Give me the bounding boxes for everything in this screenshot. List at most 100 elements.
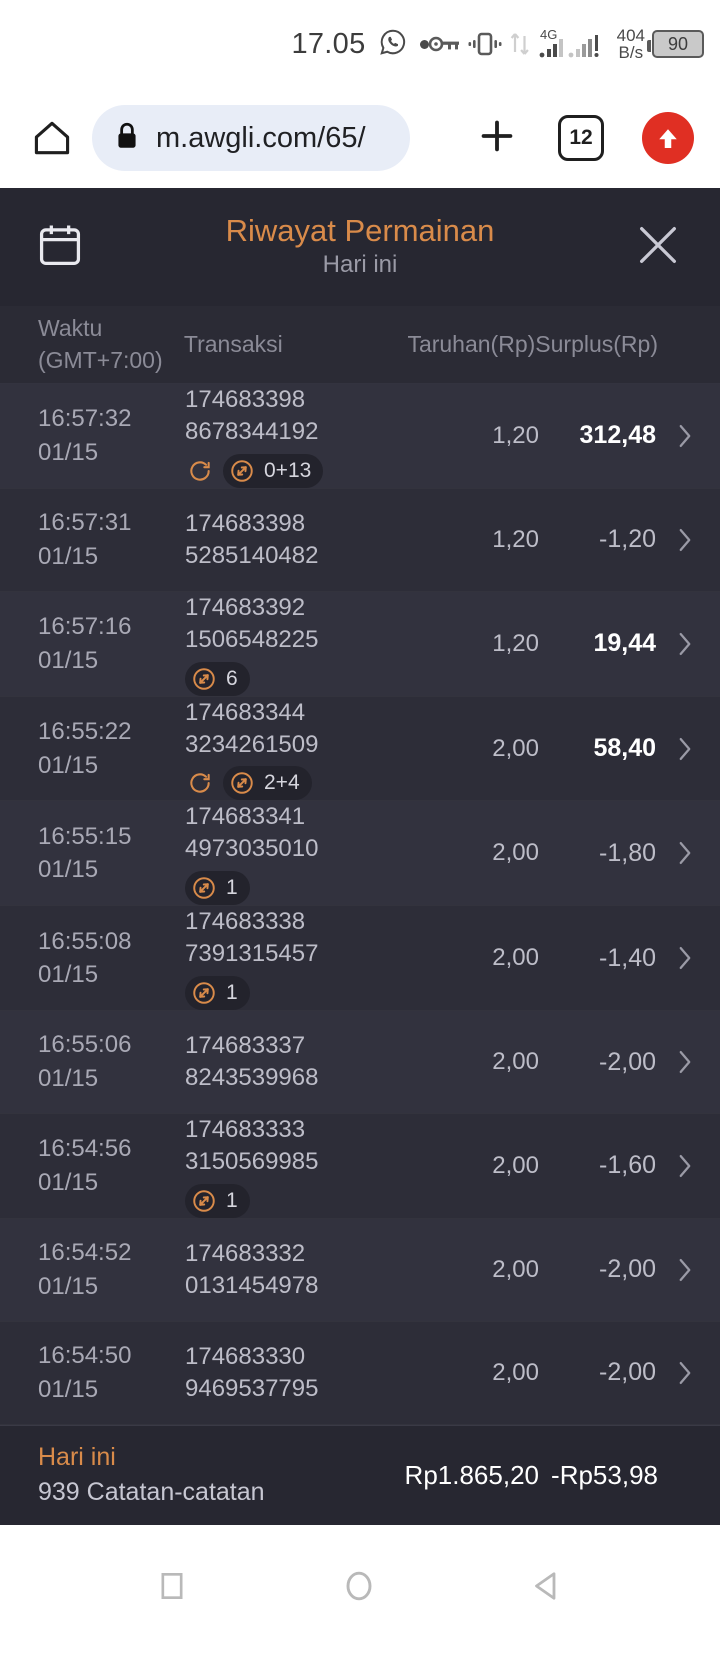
row-bet: 2,00 bbox=[492, 944, 539, 972]
row-time-value: 16:54:52 bbox=[38, 1239, 132, 1267]
tab-count-button[interactable]: 12 bbox=[558, 115, 604, 161]
chevron-right-icon[interactable] bbox=[674, 1149, 696, 1183]
update-arrow-icon[interactable] bbox=[642, 112, 694, 164]
row-bet: 2,00 bbox=[492, 734, 539, 762]
chevron-right-icon[interactable] bbox=[674, 627, 696, 661]
summary-total-surplus: -Rp53,98 bbox=[551, 1459, 658, 1490]
toolbar-actions: 12 bbox=[410, 112, 698, 164]
app-container: Riwayat Permainan Hari ini Waktu (GMT+7:… bbox=[0, 188, 720, 1525]
calendar-icon[interactable] bbox=[34, 219, 86, 276]
header-title-block: Riwayat Permainan Hari ini bbox=[0, 213, 720, 281]
multiplier-circle-icon bbox=[189, 1186, 219, 1216]
chevron-right-icon[interactable] bbox=[674, 941, 696, 975]
row-surplus: 312,48 bbox=[539, 419, 720, 453]
multiplier-badge: 6 bbox=[185, 661, 250, 696]
row-transaction: 174683330 9469537795 bbox=[185, 1341, 367, 1405]
chevron-right-icon[interactable] bbox=[674, 732, 696, 766]
row-transaction-line2: 3150569985 bbox=[185, 1147, 319, 1175]
table-row[interactable]: 16:55:22 01/15 174683344 3234261509 2+4 2,00 5… bbox=[0, 696, 720, 802]
table-row[interactable]: 16:54:50 01/15 174683330 9469537795 2,00 -2,0… bbox=[0, 1321, 720, 1425]
row-time-value: 16:55:22 bbox=[38, 717, 132, 745]
table-row[interactable]: 16:54:52 01/15 174683332 0131454978 2,00 -2,0… bbox=[0, 1218, 720, 1322]
url-text: m.awgli.com/65/ bbox=[156, 121, 366, 154]
multiplier-circle-icon bbox=[189, 978, 219, 1008]
repeat-circle-icon bbox=[185, 768, 215, 798]
multiplier-count: 1 bbox=[226, 876, 238, 900]
row-time-value: 16:55:06 bbox=[38, 1031, 132, 1059]
browser-toolbar: m.awgli.com/65/ 12 bbox=[0, 88, 720, 188]
row-transaction-line2: 5285140482 bbox=[185, 541, 319, 569]
chevron-right-icon[interactable] bbox=[674, 1253, 696, 1287]
row-time: 16:55:22 01/15 bbox=[0, 715, 185, 782]
multiplier-count: 0+13 bbox=[264, 458, 312, 482]
row-transaction-line2: 9469537795 bbox=[185, 1374, 319, 1402]
triangle-back-icon[interactable] bbox=[526, 1565, 568, 1612]
table-row[interactable]: 16:57:16 01/15 174683392 1506548225 6 1,20 19,… bbox=[0, 591, 720, 697]
row-transaction-line1: 174683330 bbox=[185, 1342, 306, 1370]
row-transaction: 174683332 0131454978 bbox=[185, 1238, 367, 1302]
row-bet: 2,00 bbox=[492, 1358, 539, 1386]
row-date-value: 01/15 bbox=[38, 1272, 99, 1300]
whatsapp-icon bbox=[378, 27, 408, 62]
chevron-right-icon[interactable] bbox=[674, 836, 696, 870]
url-bar[interactable]: m.awgli.com/65/ bbox=[92, 105, 410, 171]
row-transaction-line1: 174683332 bbox=[185, 1239, 306, 1267]
square-recents-icon[interactable] bbox=[152, 1566, 192, 1611]
row-date-value: 01/15 bbox=[38, 1375, 99, 1403]
row-surplus-value: -2,00 bbox=[599, 1358, 656, 1387]
circle-home-icon[interactable] bbox=[337, 1564, 381, 1613]
row-date-value: 01/15 bbox=[38, 1065, 99, 1093]
row-time: 16:57:32 01/15 bbox=[0, 402, 185, 469]
multiplier-count: 6 bbox=[226, 666, 238, 690]
data-transfer-icon bbox=[509, 30, 531, 58]
chevron-right-icon[interactable] bbox=[674, 523, 696, 557]
row-surplus: -2,00 bbox=[539, 1356, 720, 1390]
plus-icon[interactable] bbox=[474, 113, 520, 164]
summary-total-bet: Rp1.865,20 bbox=[404, 1459, 539, 1490]
multiplier-circle-icon bbox=[189, 873, 219, 903]
summary-period: Hari ini bbox=[38, 1443, 116, 1472]
close-icon[interactable] bbox=[630, 217, 686, 278]
row-bet: 1,20 bbox=[492, 525, 539, 553]
row-bet: 1,20 bbox=[492, 629, 539, 657]
row-time-value: 16:54:56 bbox=[38, 1135, 132, 1163]
net-rate-indicator: 404 B/s bbox=[617, 27, 645, 61]
table-row[interactable]: 16:55:15 01/15 174683341 4973035010 1 2,00 -1,… bbox=[0, 801, 720, 907]
row-date-value: 01/15 bbox=[38, 542, 99, 570]
chevron-right-icon[interactable] bbox=[674, 419, 696, 453]
row-transaction-line1: 174683392 bbox=[185, 593, 306, 621]
lock-icon bbox=[114, 121, 140, 156]
row-bet: 2,00 bbox=[492, 839, 539, 867]
signal-bars-icon: 4G bbox=[538, 27, 610, 61]
home-icon[interactable] bbox=[22, 116, 82, 160]
status-bar-right: 4G 404 B/s 90 bbox=[428, 0, 704, 88]
row-time: 16:54:52 01/15 bbox=[0, 1236, 185, 1303]
row-transaction-line2: 1506548225 bbox=[185, 625, 319, 653]
summary-record-count: 939 Catatan-catatan bbox=[38, 1478, 265, 1507]
multiplier-badge: 2+4 bbox=[223, 766, 312, 801]
row-badges: 1 bbox=[185, 976, 367, 1011]
row-surplus-value: -1,60 bbox=[599, 1151, 656, 1180]
row-transaction-line2: 4973035010 bbox=[185, 835, 319, 863]
table-row[interactable]: 16:55:06 01/15 174683337 8243539968 2,00 -2,0… bbox=[0, 1011, 720, 1115]
chevron-right-icon[interactable] bbox=[674, 1356, 696, 1390]
row-bet: 2,00 bbox=[492, 1151, 539, 1179]
row-surplus-value: -1,40 bbox=[599, 943, 656, 972]
row-bet: 1,20 bbox=[492, 421, 539, 449]
table-row[interactable]: 16:54:56 01/15 174683333 3150569985 1 2,00 -1,… bbox=[0, 1114, 720, 1219]
row-date-value: 01/15 bbox=[38, 1168, 99, 1196]
row-time-value: 16:55:15 bbox=[38, 822, 132, 850]
row-surplus-value: 19,44 bbox=[593, 629, 656, 658]
multiplier-count: 1 bbox=[226, 1188, 238, 1212]
table-row[interactable]: 16:55:08 01/15 174683338 7391315457 1 2,00 -1,… bbox=[0, 906, 720, 1012]
chevron-right-icon[interactable] bbox=[674, 1045, 696, 1079]
column-header-bet: Taruhan(Rp) bbox=[407, 331, 536, 357]
summary-bar: Hari ini 939 Catatan-catatan Rp1.865,20 … bbox=[0, 1424, 720, 1525]
battery-indicator: 90 bbox=[647, 30, 704, 58]
row-transaction: 174683398 8678344192 0+13 bbox=[185, 384, 367, 488]
table-row[interactable]: 16:57:31 01/15 174683398 5285140482 1,20 -1,2… bbox=[0, 488, 720, 592]
row-time: 16:57:16 01/15 bbox=[0, 610, 185, 677]
table-row[interactable]: 16:57:32 01/15 174683398 8678344192 0+13 1,20… bbox=[0, 384, 720, 489]
dot-icon bbox=[419, 39, 429, 49]
column-header-transaction: Transaksi bbox=[183, 331, 283, 357]
